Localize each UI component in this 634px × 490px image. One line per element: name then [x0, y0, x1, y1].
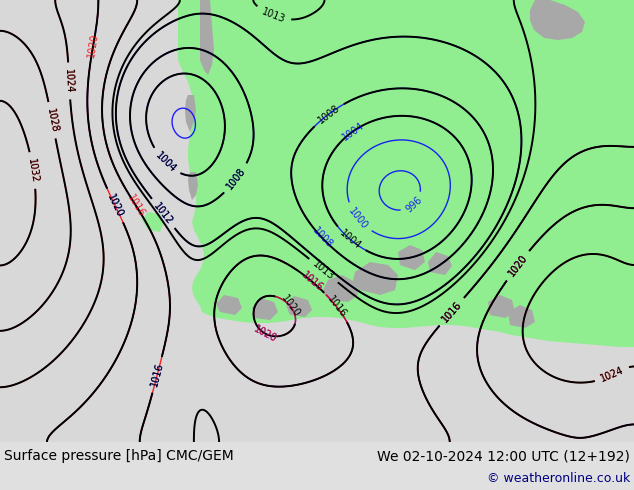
- Text: © weatheronline.co.uk: © weatheronline.co.uk: [487, 471, 630, 485]
- Text: 1013: 1013: [311, 259, 336, 282]
- Text: 1008: 1008: [311, 226, 335, 250]
- Text: 1016: 1016: [325, 294, 348, 319]
- Polygon shape: [398, 245, 425, 270]
- Polygon shape: [488, 295, 515, 318]
- Polygon shape: [575, 59, 595, 74]
- Text: 1020: 1020: [507, 253, 529, 278]
- Text: 1008: 1008: [225, 166, 248, 192]
- Polygon shape: [595, 69, 615, 84]
- Polygon shape: [375, 48, 424, 65]
- Text: 1020: 1020: [279, 294, 302, 319]
- Polygon shape: [555, 47, 575, 62]
- Text: 1013: 1013: [260, 6, 287, 25]
- Text: 1024: 1024: [599, 366, 626, 384]
- Text: 1020: 1020: [507, 253, 529, 278]
- Text: 1004: 1004: [338, 228, 363, 251]
- Text: 1004: 1004: [153, 150, 178, 174]
- Text: 1016: 1016: [440, 299, 463, 324]
- Text: 1004: 1004: [153, 150, 178, 174]
- Text: 1016: 1016: [125, 193, 146, 219]
- Text: 1008: 1008: [225, 166, 248, 192]
- Text: 1020: 1020: [105, 192, 125, 219]
- Polygon shape: [286, 296, 312, 317]
- Polygon shape: [530, 0, 585, 40]
- Bar: [0, 442, 634, 490]
- Text: 1032: 1032: [27, 157, 40, 183]
- Text: 1032: 1032: [27, 157, 40, 183]
- Text: 1004: 1004: [340, 120, 366, 143]
- Text: 1028: 1028: [45, 107, 59, 133]
- Polygon shape: [505, 25, 525, 40]
- Polygon shape: [442, 48, 464, 72]
- Polygon shape: [508, 305, 535, 328]
- Text: 1020: 1020: [86, 33, 100, 59]
- Text: 1016: 1016: [300, 270, 325, 294]
- Text: 1024: 1024: [63, 69, 75, 94]
- Text: Surface pressure [hPa] CMC/GEM: Surface pressure [hPa] CMC/GEM: [4, 449, 234, 463]
- Text: 1012: 1012: [152, 201, 175, 226]
- Polygon shape: [178, 0, 634, 347]
- Text: 1008: 1008: [316, 103, 341, 125]
- Text: 1016: 1016: [440, 299, 463, 324]
- Text: 1028: 1028: [45, 107, 59, 133]
- Text: 1012: 1012: [152, 201, 175, 226]
- Text: We 02-10-2024 12:00 UTC (12+192): We 02-10-2024 12:00 UTC (12+192): [377, 449, 630, 463]
- Text: 1020: 1020: [252, 323, 279, 344]
- Text: 1016: 1016: [149, 362, 165, 388]
- Text: 1000: 1000: [346, 206, 370, 231]
- Polygon shape: [252, 298, 278, 320]
- Polygon shape: [188, 172, 198, 200]
- Polygon shape: [200, 0, 214, 75]
- Text: 1020: 1020: [105, 192, 125, 219]
- Polygon shape: [485, 38, 505, 52]
- Text: 1020: 1020: [252, 323, 279, 344]
- Text: 1016: 1016: [300, 270, 325, 294]
- Text: 1016: 1016: [440, 299, 463, 324]
- Text: 1016: 1016: [149, 362, 165, 388]
- Polygon shape: [0, 0, 634, 442]
- Polygon shape: [428, 252, 452, 275]
- Text: 996: 996: [403, 195, 424, 214]
- Text: 1024: 1024: [63, 69, 75, 94]
- Text: 1024: 1024: [599, 366, 626, 384]
- Text: 1020: 1020: [507, 253, 529, 278]
- Polygon shape: [142, 212, 164, 232]
- Polygon shape: [322, 275, 358, 302]
- Polygon shape: [352, 262, 398, 295]
- Polygon shape: [185, 95, 196, 132]
- Polygon shape: [216, 295, 242, 315]
